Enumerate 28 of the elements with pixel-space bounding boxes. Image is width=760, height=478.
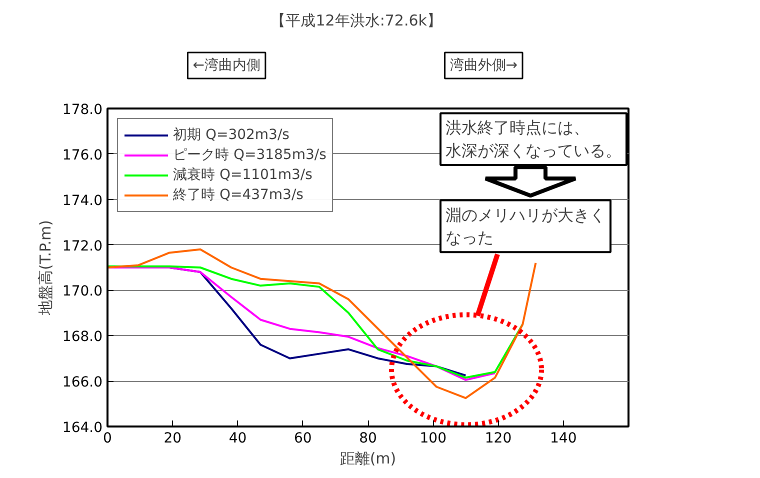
x-axis-title: 距離(m) <box>340 450 396 468</box>
y-tick-label: 172.0 <box>62 238 103 254</box>
text: 湾曲外側→ <box>450 58 518 74</box>
legend-label: 終了時 Q=437m3/s <box>173 186 304 204</box>
y-tick-label: 164.0 <box>62 420 103 436</box>
annotation: 淵のメリハリが大きくなった <box>446 205 606 248</box>
annotation: 洪水終了時点には、水深が深くなっている。 <box>446 118 622 160</box>
y-tick-label: 170.0 <box>62 284 103 300</box>
legend-label: 減衰時 Q=1101m3/s <box>173 166 312 184</box>
chart-title: 【平成12年洪水:72.6k】 <box>270 12 442 30</box>
x-tick-label: 0 <box>103 430 112 446</box>
y-tick-label: 178.0 <box>62 102 103 118</box>
x-tick-label: 60 <box>294 430 312 446</box>
x-tick-label: 140 <box>550 430 577 446</box>
y-tick-label: 166.0 <box>62 374 103 391</box>
x-tick-label: 100 <box>420 430 446 446</box>
legend-label: ピーク時 Q=3185m3/s <box>173 146 326 164</box>
x-tick-label: 40 <box>228 430 247 446</box>
y-axis-title: 地盤高(T.P.m) <box>36 220 54 316</box>
text: ←湾曲内側 <box>192 58 260 74</box>
y-tick-label: 176.0 <box>62 147 103 164</box>
y-tick-label: 174.0 <box>62 192 103 209</box>
x-tick-label: 120 <box>484 430 512 446</box>
x-tick-label: 20 <box>164 430 182 446</box>
y-tick-label: 168.0 <box>62 329 103 346</box>
legend-label: 初期 Q=302m3/s <box>173 126 290 144</box>
line-series <box>108 248 537 400</box>
x-tick-label: 80 <box>359 430 377 446</box>
